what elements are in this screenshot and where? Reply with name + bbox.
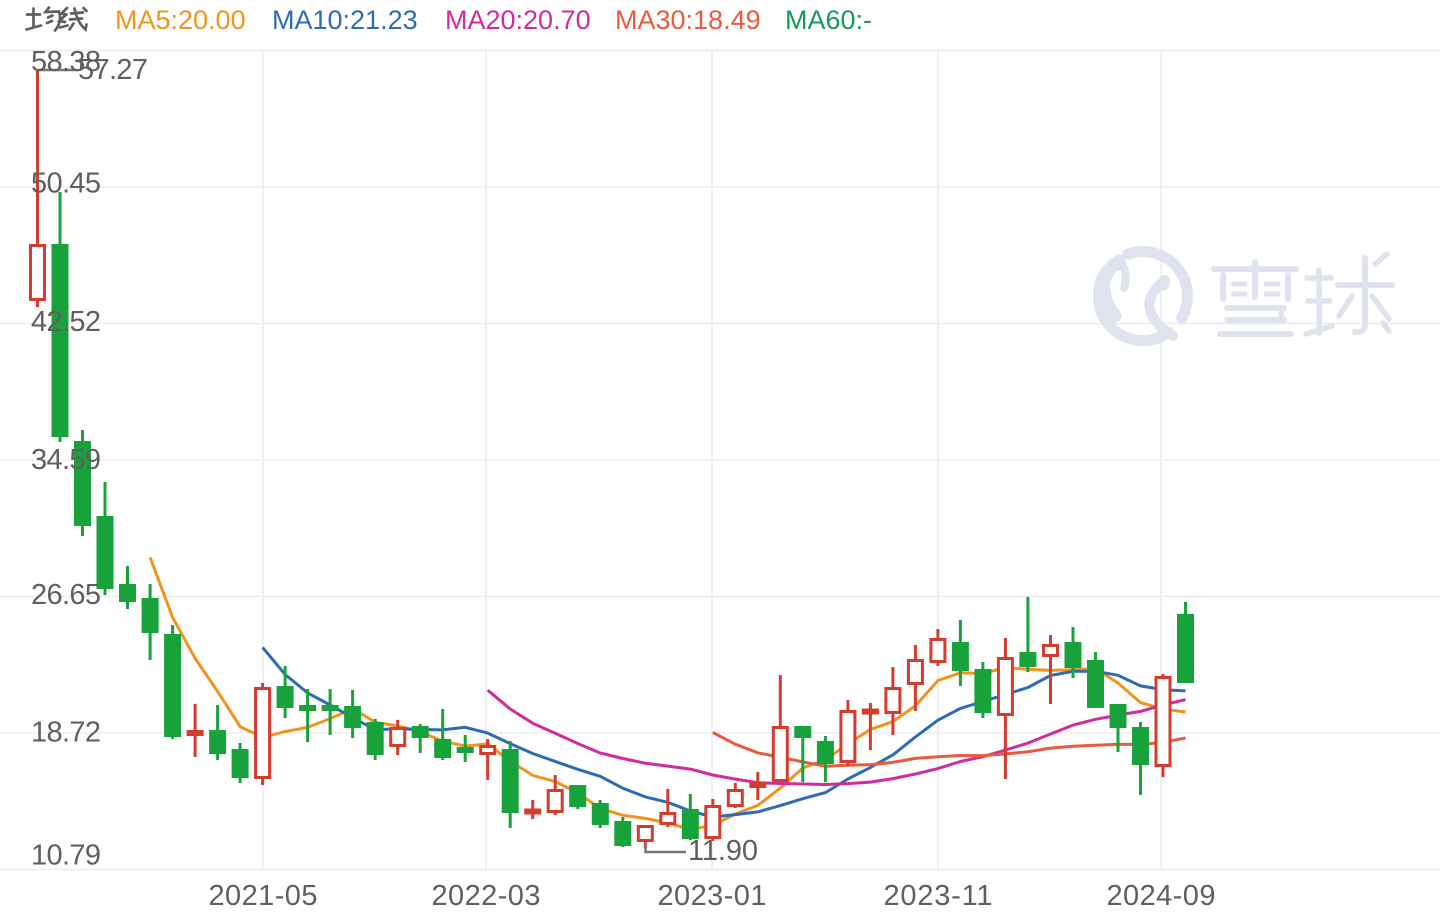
svg-text:2023-11: 2023-11 [884,880,993,912]
svg-text:MA20:20.70: MA20:20.70 [445,5,591,35]
svg-text:10.79: 10.79 [31,840,101,872]
svg-text:57.27: 57.27 [78,54,148,86]
svg-text:MA30:18.49: MA30:18.49 [615,5,761,35]
svg-text:2023-01: 2023-01 [658,880,767,912]
svg-text:MA60:-: MA60:- [785,5,872,35]
svg-text:2022-03: 2022-03 [432,880,541,912]
svg-text:58.38: 58.38 [31,46,101,78]
svg-text:50.45: 50.45 [31,168,101,200]
svg-text:34.59: 34.59 [31,444,101,476]
svg-text:18.72: 18.72 [31,717,101,749]
svg-text:MA5:20.00: MA5:20.00 [115,5,246,35]
svg-text:2021-05: 2021-05 [209,880,318,912]
svg-text:11.90: 11.90 [688,835,758,867]
svg-text:2024-09: 2024-09 [1107,880,1216,912]
svg-text:MA10:21.23: MA10:21.23 [272,5,418,35]
svg-text:42.52: 42.52 [31,306,101,338]
svg-text:26.65: 26.65 [31,579,101,611]
